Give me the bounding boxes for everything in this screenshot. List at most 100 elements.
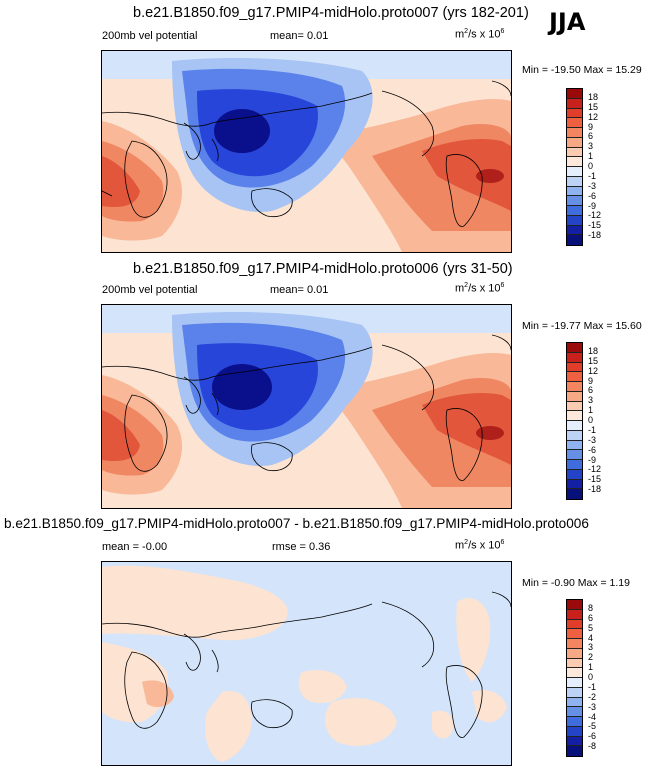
colorbar-tick-label: -1 [588,424,597,435]
velocity-potential-field [102,51,511,252]
colorbar-cell [567,391,582,402]
colorbar-cell [567,235,582,245]
panel-3-title: b.e21.B1850.f09_g17.PMIP4-midHolo.proto0… [4,516,589,531]
colorbar-cell [567,658,582,669]
colorbar-tick-label: -6 [588,190,597,201]
colorbar-cell [567,167,582,177]
panel-1-colorbar [566,88,583,246]
colorbar-cell [567,98,582,109]
colorbar-cell [567,147,582,158]
colorbar-tick-label: -12 [588,210,602,221]
colorbar-cell [567,648,582,659]
panel-2-title: b.e21.B1850.f09_g17.PMIP4-midHolo.proto0… [133,261,513,277]
panel-1-colorbar-labels: 18 15 12 9 6 3 1 0 -1 -3 -6 -9 -12 -15 -18 [588,88,618,246]
colorbar-tick-label: -15 [588,220,602,231]
colorbar-cell [567,469,582,480]
season-label: JJA [549,8,586,36]
colorbar-tick-label: -8 [588,741,597,752]
colorbar-cell [567,609,582,620]
colorbar-tick-label: -3 [588,701,597,712]
panel-2-map [101,304,512,509]
coastlines [102,80,511,227]
panel-3-colorbar [566,599,583,757]
colorbar-tick-label: 6 [588,385,594,396]
panel-3-colorbar-labels: 8 6 5 4 3 2 1 0 -1 -2 -3 -4 -5 -6 -8 [588,599,618,757]
panel-2-colorbar-labels: 18 15 12 9 6 3 1 0 -1 -3 -6 -9 -12 -15 -18 [588,342,618,500]
colorbar-tick-label: -3 [588,434,597,445]
colorbar-tick-label: 3 [588,642,594,653]
colorbar-tick-label: 4 [588,632,594,643]
colorbar-cell [567,629,582,639]
colorbar-tick-label: -18 [588,230,602,241]
colorbar-tick-label: 3 [588,141,594,152]
colorbar-cell [567,137,582,148]
panel-1-map [101,50,512,253]
panel-2-mean-label: mean= 0.01 [270,284,329,296]
colorbar-tick-label: -1 [588,681,597,692]
colorbar-cell [567,717,582,727]
colorbar-tick-label: 1 [588,405,594,416]
panel-1-title: b.e21.B1850.f09_g17.PMIP4-midHolo.proto0… [133,5,529,21]
colorbar-cell [567,343,582,353]
colorbar-tick-label: -12 [588,464,602,475]
colorbar-tick-label: -4 [588,711,597,722]
colorbar-tick-label: -3 [588,180,597,191]
panel-1-mean-label: mean= 0.01 [270,30,329,42]
panel-3-mean-label: mean = -0.00 [102,541,168,553]
panel-3-rmse-label: rmse = 0.36 [272,541,331,553]
colorbar-tick-label: -2 [588,691,597,702]
colorbar-cell [567,619,582,630]
colorbar-cell [567,421,582,431]
colorbar-cell [567,639,582,649]
colorbar-tick-label: -18 [588,484,602,495]
colorbar-cell [567,206,582,216]
panel-2-unit-label: m2/s x 106 [455,282,505,295]
colorbar-cell [567,489,582,499]
colorbar-cell [567,440,582,451]
colorbar-cell [567,697,582,708]
colorbar-tick-label: -6 [588,444,597,455]
colorbar-cell [567,479,582,490]
colorbar-tick-label: -9 [588,454,597,465]
colorbar-cell [567,382,582,392]
colorbar-cell [567,362,582,373]
colorbar-tick-label: 6 [588,131,594,142]
colorbar-tick-label: -9 [588,200,597,211]
colorbar-cell [567,726,582,737]
colorbar-tick-label: 9 [588,121,594,132]
colorbar-cell [567,128,582,138]
colorbar-tick-label: 8 [588,602,594,613]
colorbar-cell [567,186,582,197]
colorbar-cell [567,401,582,412]
colorbar-cell [567,687,582,698]
colorbar-tick-label: 6 [588,612,594,623]
colorbar-tick-label: 3 [588,395,594,406]
velocity-potential-field [102,305,511,508]
panel-3-map [101,561,512,766]
colorbar-cell [567,372,582,382]
panel-1-variable-label: 200mb vel potential [102,30,198,42]
colorbar-tick-label: 15 [588,101,599,112]
colorbar-cell [567,411,582,421]
difference-field [102,562,511,765]
panel-3-minmax: Min = -0.90 Max = 1.19 [522,577,630,589]
colorbar-tick-label: -5 [588,721,597,732]
colorbar-cell [567,89,582,99]
colorbar-cell [567,707,582,717]
colorbar-cell [567,678,582,688]
colorbar-cell [567,176,582,187]
colorbar-tick-label: 18 [588,345,599,356]
colorbar-cell [567,196,582,206]
colorbar-cell [567,225,582,236]
panel-3-unit-label: m2/s x 106 [455,539,505,552]
colorbar-tick-label: 12 [588,111,599,122]
colorbar-cell [567,460,582,470]
colorbar-cell [567,746,582,756]
colorbar-tick-label: 15 [588,355,599,366]
colorbar-cell [567,352,582,363]
colorbar-tick-label: 18 [588,91,599,102]
colorbar-cell [567,668,582,678]
colorbar-tick-label: 5 [588,622,594,633]
colorbar-tick-label: -15 [588,474,602,485]
colorbar-cell [567,215,582,226]
